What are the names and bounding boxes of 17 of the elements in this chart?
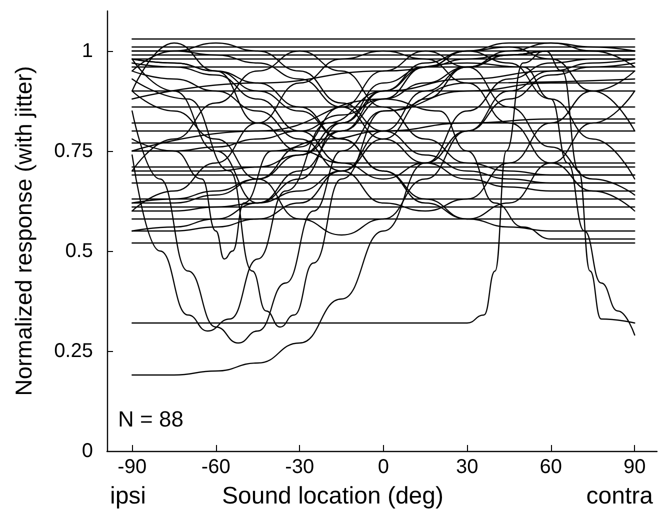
y-tick-label: 0.5 [65,240,93,262]
text: contra [586,482,654,510]
y-tick-label: 1 [82,40,93,62]
x-tick-label: 90 [624,456,646,478]
y-tick-label: 0.75 [54,140,93,162]
y-axis-title: Normalized response (with jitter) [10,66,36,396]
annotation: N = 88 [118,406,184,432]
x-tick-label: -30 [285,456,314,478]
x-tick-label: 60 [540,456,562,478]
x-tick-label: -60 [201,456,230,478]
y-tick-label: 0 [82,440,93,462]
x-tick-label: 0 [378,456,389,478]
x-tick-label: -90 [118,456,147,478]
text: ipsi [110,482,146,510]
x-tick-label: 30 [456,456,478,478]
x-axis-title: Sound location (deg) [222,482,444,510]
y-tick-label: 0.25 [54,340,93,362]
